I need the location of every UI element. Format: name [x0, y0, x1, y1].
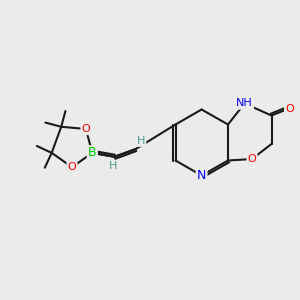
Text: O: O: [82, 124, 90, 134]
Text: B: B: [88, 146, 97, 159]
Text: H: H: [109, 161, 117, 171]
Text: O: O: [68, 162, 76, 172]
Text: O: O: [248, 154, 256, 164]
Text: H: H: [137, 136, 145, 146]
Text: NH: NH: [236, 98, 253, 109]
Text: O: O: [285, 104, 294, 115]
Text: N: N: [197, 169, 206, 182]
